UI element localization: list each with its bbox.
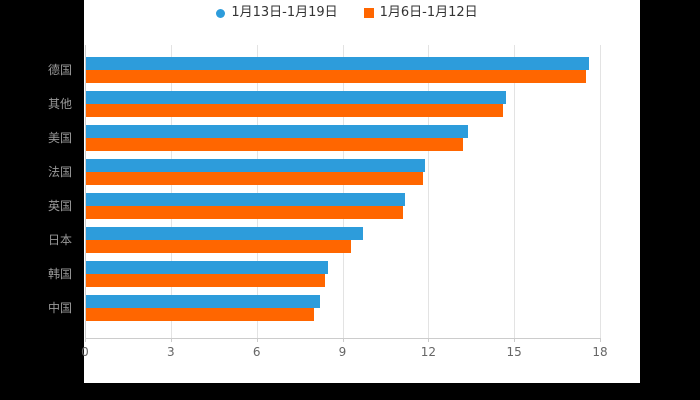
x-axis-tick [342, 338, 344, 342]
grid-line [514, 45, 516, 338]
x-tick-label: 15 [506, 345, 522, 359]
bar-blue [85, 91, 506, 104]
bar-orange [85, 308, 314, 321]
grid-line [600, 45, 601, 338]
bar-orange [85, 70, 586, 83]
bar-blue [85, 125, 469, 138]
bar-orange [85, 104, 503, 117]
bar-blue [85, 227, 363, 240]
category-label: 英国 [47, 199, 72, 213]
legend: 1月13日-1月19日 1月6日-1月12日 [84, 5, 610, 21]
bar-orange [85, 172, 423, 185]
bar-blue [85, 261, 329, 274]
bar-orange [85, 274, 326, 287]
legend-item-week1[interactable]: 1月6日-1月12日 [363, 5, 478, 21]
grid-line [428, 45, 430, 338]
bar-blue [85, 295, 320, 308]
category-label: 美国 [47, 131, 72, 145]
y-axis-line [85, 45, 86, 338]
x-axis-tick [85, 338, 86, 342]
category-label: 德国 [47, 63, 72, 77]
bar-blue [85, 159, 426, 172]
x-axis-tick [428, 338, 430, 342]
bar-orange [85, 138, 463, 151]
x-tick-label: 0 [81, 345, 89, 359]
x-axis-tick [256, 338, 258, 342]
x-tick-label: 6 [252, 345, 261, 359]
legend-label-week2: 1月13日-1月19日 [231, 5, 338, 20]
x-tick-label: 18 [592, 345, 608, 359]
x-tick-label: 9 [338, 345, 347, 359]
category-label: 法国 [47, 165, 72, 179]
legend-item-week2[interactable]: 1月13日-1月19日 [216, 5, 338, 21]
legend-square-marker-icon [363, 8, 374, 18]
x-axis-tick [514, 338, 516, 342]
x-tick-label: 3 [167, 345, 175, 359]
bar-blue [85, 193, 406, 206]
x-axis-tick [600, 338, 601, 342]
category-label: 其他 [47, 97, 72, 111]
x-axis-line [85, 338, 601, 339]
x-axis-tick [170, 338, 172, 342]
category-label: 韩国 [47, 267, 72, 281]
bar-orange [85, 240, 352, 253]
bar-orange [85, 206, 403, 219]
legend-label-week1: 1月6日-1月12日 [379, 5, 478, 20]
bar-blue [85, 57, 589, 70]
category-label: 日本 [47, 233, 72, 247]
category-label: 中国 [47, 301, 72, 315]
grid-line [342, 45, 344, 338]
x-tick-label: 12 [420, 345, 436, 359]
grid-line [170, 45, 172, 338]
legend-circle-marker-icon [216, 8, 226, 18]
grid-line [256, 45, 258, 338]
